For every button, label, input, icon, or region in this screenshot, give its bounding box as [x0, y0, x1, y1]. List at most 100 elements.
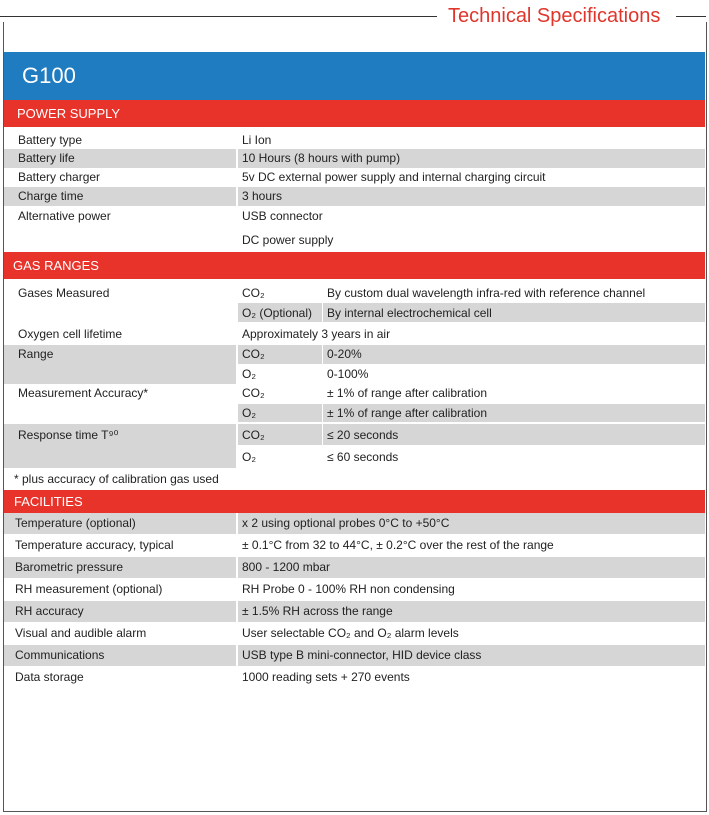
spec-label: Oxygen cell lifetime	[18, 327, 123, 341]
spec-value: Approximately 3 years in air	[242, 327, 391, 341]
row-bg	[4, 131, 236, 149]
row-bg	[238, 623, 705, 644]
section-band	[4, 490, 705, 513]
row-bg	[238, 149, 705, 168]
row-bg	[4, 345, 236, 384]
row-bg	[238, 513, 705, 534]
row-bg	[4, 645, 236, 666]
row-bg	[4, 623, 236, 644]
gas-name: CO₂	[242, 347, 265, 361]
product-name: G100	[22, 63, 76, 88]
row-bg	[4, 206, 236, 251]
spec-label: Battery type	[18, 133, 83, 147]
row-bg	[238, 283, 705, 302]
spec-label: Temperature (optional)	[15, 516, 136, 530]
spec-label: Response time T⁹⁰	[18, 428, 119, 442]
row-bg	[4, 579, 236, 600]
row-bg	[238, 557, 705, 578]
row-bg	[238, 303, 705, 322]
spec-value: User selectable CO₂ and O₂ alarm levels	[242, 626, 459, 640]
cell-divider	[322, 283, 323, 302]
spec-value: 5v DC external power supply and internal…	[242, 170, 546, 184]
page-title: Technical Specifications	[448, 5, 661, 27]
spec-label: Temperature accuracy, typical	[15, 538, 174, 552]
spec-value: DC power supply	[242, 233, 334, 247]
spec-value: USB type B mini-connector, HID device cl…	[242, 648, 482, 662]
cell-divider	[322, 446, 323, 467]
spec-value: x 2 using optional probes 0°C to +50°C	[242, 516, 450, 530]
spec-value: ± 1% of range after calibration	[327, 386, 488, 400]
section-title: FACILITIES	[14, 494, 83, 509]
footnote: * plus accuracy of calibration gas used	[14, 472, 219, 486]
row-bg	[4, 283, 236, 323]
spec-label: Visual and audible alarm	[15, 626, 147, 640]
row-bg	[238, 446, 705, 467]
spec-value: ± 0.1°C from 32 to 44°C, ± 0.2°C over th…	[242, 538, 554, 552]
row-bg	[238, 667, 705, 688]
row-bg	[238, 424, 705, 445]
gas-name: O₂	[242, 450, 256, 464]
gas-name: CO₂	[242, 386, 265, 400]
spec-label: Alternative power	[18, 209, 111, 223]
spec-value: ≤ 20 seconds	[327, 428, 399, 442]
row-bg	[238, 131, 705, 149]
spec-label: Barometric pressure	[15, 560, 124, 574]
spec-value: Li Ion	[242, 133, 272, 147]
spec-frame	[3, 22, 707, 812]
spec-value: 0-100%	[327, 366, 369, 381]
cell-divider	[322, 364, 323, 383]
cell-divider	[322, 303, 323, 322]
spec-value: By custom dual wavelength infra-red with…	[327, 286, 646, 300]
spec-label: Data storage	[15, 670, 84, 684]
row-bg	[238, 645, 705, 666]
row-bg	[4, 424, 236, 468]
spec-value: ± 1.5% RH across the range	[242, 604, 393, 618]
section-title: POWER SUPPLY	[17, 106, 121, 121]
spec-label: Battery life	[18, 151, 75, 165]
spec-value: USB connector	[242, 209, 323, 223]
spec-value: 10 Hours (8 hours with pump)	[242, 151, 401, 165]
gas-name: CO₂	[242, 286, 265, 300]
row-bg	[238, 187, 705, 206]
spec-label: Charge time	[18, 189, 84, 203]
row-bg	[4, 384, 236, 423]
row-bg	[238, 345, 705, 364]
spec-label: Gases Measured	[18, 286, 110, 300]
gas-name: O₂	[242, 405, 256, 420]
row-bg	[238, 168, 705, 187]
row-bg	[4, 513, 236, 534]
spec-label: RH accuracy	[15, 604, 84, 618]
row-bg	[4, 324, 236, 345]
row-bg	[238, 364, 705, 383]
row-bg	[238, 579, 705, 600]
spec-value: 0-20%	[327, 347, 362, 361]
section-band	[4, 100, 705, 127]
row-bg	[238, 324, 705, 345]
row-bg	[238, 384, 705, 403]
row-bg	[4, 557, 236, 578]
row-bg	[4, 149, 236, 168]
top-rule	[0, 16, 437, 17]
spec-value: 3 hours	[242, 189, 283, 203]
spec-label: RH measurement (optional)	[15, 582, 163, 596]
row-bg	[238, 403, 705, 422]
cell-divider	[322, 424, 323, 445]
row-bg	[4, 667, 236, 688]
spec-value: 800 - 1200 mbar	[242, 560, 331, 574]
row-bg	[238, 601, 705, 622]
top-rule	[676, 16, 706, 17]
row-bg	[4, 535, 236, 556]
spec-value: RH Probe 0 - 100% RH non condensing	[242, 582, 455, 596]
spec-label: Battery charger	[18, 170, 101, 184]
spec-label: Measurement Accuracy*	[18, 386, 149, 400]
row-bg	[4, 187, 236, 206]
spec-value: ± 1% of range after calibration	[327, 405, 488, 420]
product-band	[4, 52, 705, 100]
row-bg	[4, 601, 236, 622]
spec-label: Range	[18, 347, 54, 361]
row-bg	[4, 168, 236, 187]
gas-name: CO₂	[242, 428, 265, 442]
spec-value: 1000 reading sets + 270 events	[242, 670, 410, 684]
cell-divider	[322, 345, 323, 364]
